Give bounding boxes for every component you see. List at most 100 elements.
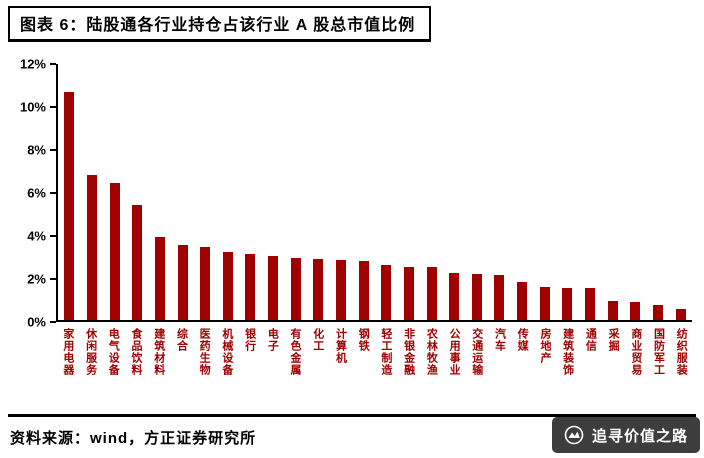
category-label: 采掘	[607, 328, 620, 352]
category-label: 纺织服装	[675, 328, 688, 376]
y-tick-mark	[50, 106, 56, 108]
category-label: 轻工制造	[379, 328, 392, 376]
y-tick-mark	[50, 63, 56, 65]
y-tick-label: 0%	[27, 314, 46, 330]
chart-title-box: 图表 6：陆股通各行业持仓占该行业 A 股总市值比例	[8, 6, 432, 42]
bar	[132, 204, 143, 320]
category-label-cell: 轻工制造	[374, 325, 397, 376]
category-label: 交通运输	[470, 328, 483, 376]
y-tick-label: 4%	[27, 228, 46, 244]
bar-column	[624, 64, 647, 320]
bar	[652, 305, 663, 320]
bar-column	[262, 64, 285, 320]
bar-column	[420, 64, 443, 320]
bar-column	[669, 64, 692, 320]
y-tick-mark	[50, 278, 56, 280]
category-label: 电气设备	[107, 328, 120, 376]
category-label: 食品饮料	[130, 328, 143, 376]
bar-column	[171, 64, 194, 320]
source-text: 资料来源：wind，方正证券研究所	[10, 430, 257, 447]
category-label-cell: 汽车	[488, 325, 511, 376]
category-label-cell: 食品饮料	[124, 325, 147, 376]
bar-column	[239, 64, 262, 320]
bar-column	[216, 64, 239, 320]
bar	[585, 288, 596, 320]
bar	[268, 256, 279, 320]
y-tick-label: 12%	[19, 56, 46, 72]
bar-column	[398, 64, 421, 320]
bar	[313, 259, 324, 320]
bar	[381, 264, 392, 320]
bar-column	[149, 64, 172, 320]
bar-column	[601, 64, 624, 320]
bar	[630, 301, 641, 320]
category-label: 国防军工	[652, 328, 665, 376]
bar	[607, 300, 618, 320]
y-axis: 0% 2% 4% 6% 8% 10% 12%	[10, 57, 56, 330]
category-label-cell: 房地产	[533, 325, 556, 376]
y-tick-label: 10%	[19, 99, 46, 115]
bar-column	[511, 64, 534, 320]
bar	[109, 183, 120, 320]
category-label: 商业贸易	[629, 328, 642, 376]
y-tick-mark	[50, 192, 56, 194]
category-label-cell: 医药生物	[192, 325, 215, 376]
y-tick-mark	[50, 321, 56, 323]
category-label: 通信	[584, 328, 597, 352]
category-label-cell: 银行	[238, 325, 261, 376]
bar	[177, 245, 188, 320]
bar	[64, 91, 75, 320]
category-label-cell: 商业贸易	[624, 325, 647, 376]
bar	[245, 253, 256, 320]
watermark-badge: 追寻价值之路	[551, 417, 700, 453]
category-label-cell: 非银金融	[397, 325, 420, 376]
bar-column	[466, 64, 489, 320]
y-tick-mark	[50, 149, 56, 151]
category-label-cell: 家用电器	[56, 325, 79, 376]
category-label: 钢铁	[357, 328, 370, 352]
category-label-cell: 农林牧渔	[420, 325, 443, 376]
bar	[222, 251, 233, 320]
bar	[449, 273, 460, 320]
bar-column	[103, 64, 126, 320]
category-label-cell: 机械设备	[215, 325, 238, 376]
category-label: 电子	[266, 328, 279, 352]
category-label-cell: 通信	[579, 325, 602, 376]
category-label-cell: 公用事业	[442, 325, 465, 376]
category-label-cell: 计算机	[329, 325, 352, 376]
category-label-cell: 电子	[260, 325, 283, 376]
bar-column	[647, 64, 670, 320]
category-label: 汽车	[493, 328, 506, 352]
bar-column	[579, 64, 602, 320]
watermark-logo-icon	[564, 425, 584, 445]
chart-title: 图表 6：陆股通各行业持仓占该行业 A 股总市值比例	[20, 17, 416, 34]
bar-column	[194, 64, 217, 320]
category-label: 家用电器	[61, 328, 74, 376]
category-label-cell: 综合	[170, 325, 193, 376]
bar	[539, 286, 550, 320]
plot-area	[56, 64, 692, 322]
category-label-cell: 休闲服务	[79, 325, 102, 376]
category-label: 建筑材料	[152, 328, 165, 376]
bar-column	[330, 64, 353, 320]
category-label-cell: 纺织服装	[669, 325, 692, 376]
bar	[200, 247, 211, 320]
bar-column	[533, 64, 556, 320]
category-label: 有色金属	[289, 328, 302, 376]
bar-column	[556, 64, 579, 320]
category-label: 建筑装饰	[561, 328, 574, 376]
bar-chart: 0% 2% 4% 6% 8% 10% 12% 家用电器 休闲服务 电气设备 食品饮料 建筑材料 综合医…	[10, 57, 694, 416]
bar-column	[488, 64, 511, 320]
category-label-cell: 化工	[306, 325, 329, 376]
bar	[86, 174, 97, 320]
category-label: 医药生物	[198, 328, 211, 376]
category-label-cell: 建筑材料	[147, 325, 170, 376]
category-label-cell: 交通运输	[465, 325, 488, 376]
category-label-cell: 有色金属	[283, 325, 306, 376]
bar	[290, 258, 301, 320]
y-tick-mark	[50, 235, 56, 237]
bar-column	[284, 64, 307, 320]
category-label-cell: 传媒	[510, 325, 533, 376]
bar	[517, 281, 528, 320]
category-label-cell: 建筑装饰	[556, 325, 579, 376]
